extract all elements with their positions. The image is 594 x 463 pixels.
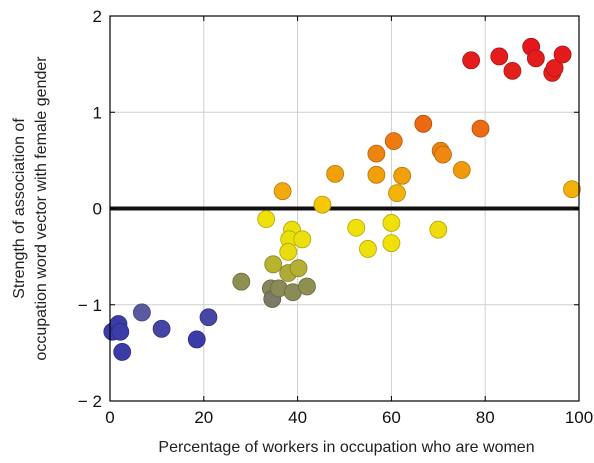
data-point-33: [388, 184, 406, 203]
data-point-39: [471, 119, 490, 138]
data-point-4: [132, 303, 151, 322]
data-point-25: [347, 218, 366, 237]
data-point-41: [462, 51, 481, 70]
data-point-34: [393, 166, 412, 185]
y-tick-label--2: − 2: [78, 392, 102, 411]
data-point-30: [367, 144, 386, 163]
x-tick-label-20: 20: [194, 408, 213, 427]
data-point-22: [273, 182, 292, 201]
data-point-16: [289, 259, 308, 278]
data-point-40: [563, 180, 581, 199]
data-point-28: [382, 234, 401, 253]
data-point-42: [490, 47, 509, 66]
data-points: [103, 37, 581, 361]
y-axis-title-line-1: Strength of association of: [11, 118, 28, 299]
data-point-8: [232, 272, 251, 291]
y-tick-label-0: 0: [93, 200, 102, 219]
data-point-14: [264, 255, 283, 274]
y-tick-label-1: 1: [93, 103, 102, 122]
data-point-48: [553, 45, 572, 64]
data-point-26: [359, 240, 377, 258]
y-axis-title-line-2: occupation word vector with female gende…: [33, 56, 50, 361]
data-point-13: [298, 277, 316, 296]
y-axis-title: Strength of association of occupation wo…: [11, 56, 50, 361]
data-point-29: [429, 220, 448, 239]
y-tick-label--1: − 1: [78, 296, 102, 315]
x-tick-label-100: 100: [565, 408, 593, 427]
x-tick-label-60: 60: [382, 408, 401, 427]
data-point-7: [199, 308, 218, 327]
axis-ticks: 0 20 40 60 80 100 − 2 − 1 0 1 2: [78, 7, 593, 427]
data-point-32: [384, 132, 403, 151]
data-point-43: [503, 61, 522, 80]
data-point-47: [545, 59, 564, 77]
data-point-23: [313, 195, 332, 214]
data-point-20: [279, 242, 298, 261]
data-point-17: [257, 210, 276, 228]
data-point-6: [187, 330, 206, 349]
data-point-38: [452, 161, 471, 179]
x-tick-label-40: 40: [288, 408, 307, 427]
data-point-21: [293, 230, 312, 249]
y-tick-label-2: 2: [93, 7, 102, 26]
data-point-5: [152, 319, 171, 338]
data-point-3: [113, 343, 132, 361]
data-point-35: [414, 114, 433, 133]
data-point-45: [526, 49, 545, 68]
data-point-2: [111, 322, 130, 341]
data-point-27: [382, 214, 401, 232]
x-tick-label-80: 80: [476, 408, 495, 427]
x-tick-label-0: 0: [105, 408, 114, 427]
x-axis-title: Percentage of workers in occupation who …: [158, 439, 534, 456]
data-point-37: [434, 145, 452, 164]
data-point-31: [367, 165, 386, 184]
data-point-24: [326, 164, 345, 183]
